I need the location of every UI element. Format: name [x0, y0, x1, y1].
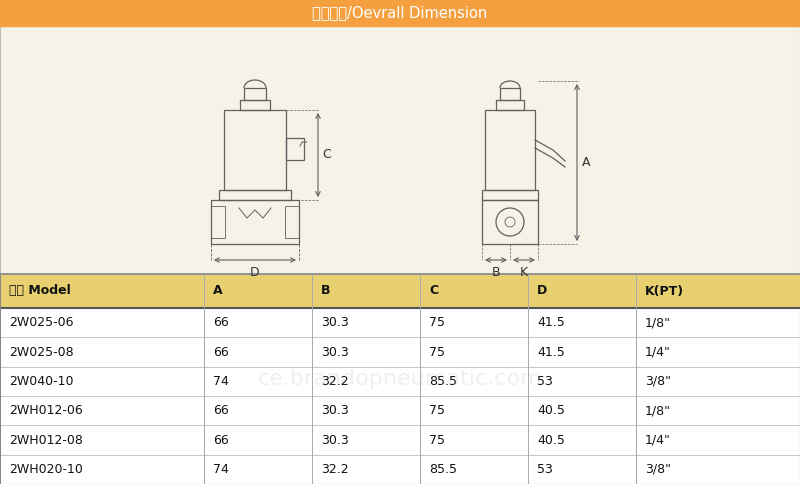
Text: 41.5: 41.5	[537, 316, 565, 329]
Text: 1/8": 1/8"	[645, 404, 671, 417]
Text: 2WH020-10: 2WH020-10	[9, 463, 83, 476]
Bar	[0, 26, 800, 274]
Text: B: B	[492, 266, 500, 279]
Bar	[0, 425, 800, 454]
Text: 型号 Model: 型号 Model	[9, 285, 70, 298]
Text: 66: 66	[213, 434, 229, 447]
Text: 2WH012-08: 2WH012-08	[9, 434, 83, 447]
Bar	[211, 200, 299, 244]
Text: 1/8": 1/8"	[645, 316, 671, 329]
Text: 66: 66	[213, 346, 229, 359]
Bar	[482, 200, 538, 244]
Text: 3/8": 3/8"	[645, 463, 671, 476]
Bar	[211, 206, 225, 238]
Bar	[219, 190, 291, 200]
Bar	[0, 26, 800, 274]
Text: 85.5: 85.5	[429, 463, 457, 476]
Text: 2WH012-06: 2WH012-06	[9, 404, 82, 417]
Text: 74: 74	[213, 375, 229, 388]
Text: K: K	[520, 266, 528, 279]
Bar	[0, 0, 800, 26]
Text: ce.brandopneumatic.com: ce.brandopneumatic.com	[258, 369, 542, 389]
Bar	[0, 367, 800, 396]
Bar	[286, 138, 304, 160]
Bar	[0, 454, 800, 484]
Bar	[224, 110, 286, 190]
Bar	[0, 337, 800, 367]
Bar	[0, 274, 800, 308]
Text: D: D	[250, 266, 260, 279]
Text: 41.5: 41.5	[537, 346, 565, 359]
Text: A: A	[582, 156, 590, 169]
Bar	[485, 110, 535, 190]
Text: C: C	[322, 149, 330, 162]
Text: 66: 66	[213, 316, 229, 329]
Text: 74: 74	[213, 463, 229, 476]
Text: 1/4": 1/4"	[645, 434, 671, 447]
Text: 85.5: 85.5	[429, 375, 457, 388]
Bar	[240, 100, 270, 110]
Text: 30.3: 30.3	[321, 346, 349, 359]
Text: 外形尺寸/Oevrall Dimension: 外形尺寸/Oevrall Dimension	[312, 5, 488, 20]
Text: 32.2: 32.2	[321, 463, 349, 476]
Text: 75: 75	[429, 404, 445, 417]
Text: 40.5: 40.5	[537, 434, 565, 447]
Text: C: C	[429, 285, 438, 298]
Bar	[244, 88, 266, 100]
Text: 30.3: 30.3	[321, 316, 349, 329]
Text: A: A	[213, 285, 222, 298]
Bar	[482, 190, 538, 200]
Text: D: D	[537, 285, 547, 298]
Text: 30.3: 30.3	[321, 404, 349, 417]
Text: 2W040-10: 2W040-10	[9, 375, 74, 388]
Bar	[285, 206, 299, 238]
Bar	[500, 88, 520, 100]
Text: B: B	[321, 285, 330, 298]
Text: 53: 53	[537, 375, 553, 388]
Text: 75: 75	[429, 316, 445, 329]
Text: 66: 66	[213, 404, 229, 417]
Text: 2W025-06: 2W025-06	[9, 316, 74, 329]
Text: 32.2: 32.2	[321, 375, 349, 388]
Text: 2W025-08: 2W025-08	[9, 346, 74, 359]
Bar	[0, 308, 800, 337]
Bar	[496, 100, 524, 110]
Text: 40.5: 40.5	[537, 404, 565, 417]
Text: 3/8": 3/8"	[645, 375, 671, 388]
Bar	[0, 396, 800, 425]
Text: 75: 75	[429, 434, 445, 447]
Text: 75: 75	[429, 346, 445, 359]
Text: 1/4": 1/4"	[645, 346, 671, 359]
Text: 30.3: 30.3	[321, 434, 349, 447]
Text: K(PT): K(PT)	[645, 285, 684, 298]
Text: 53: 53	[537, 463, 553, 476]
